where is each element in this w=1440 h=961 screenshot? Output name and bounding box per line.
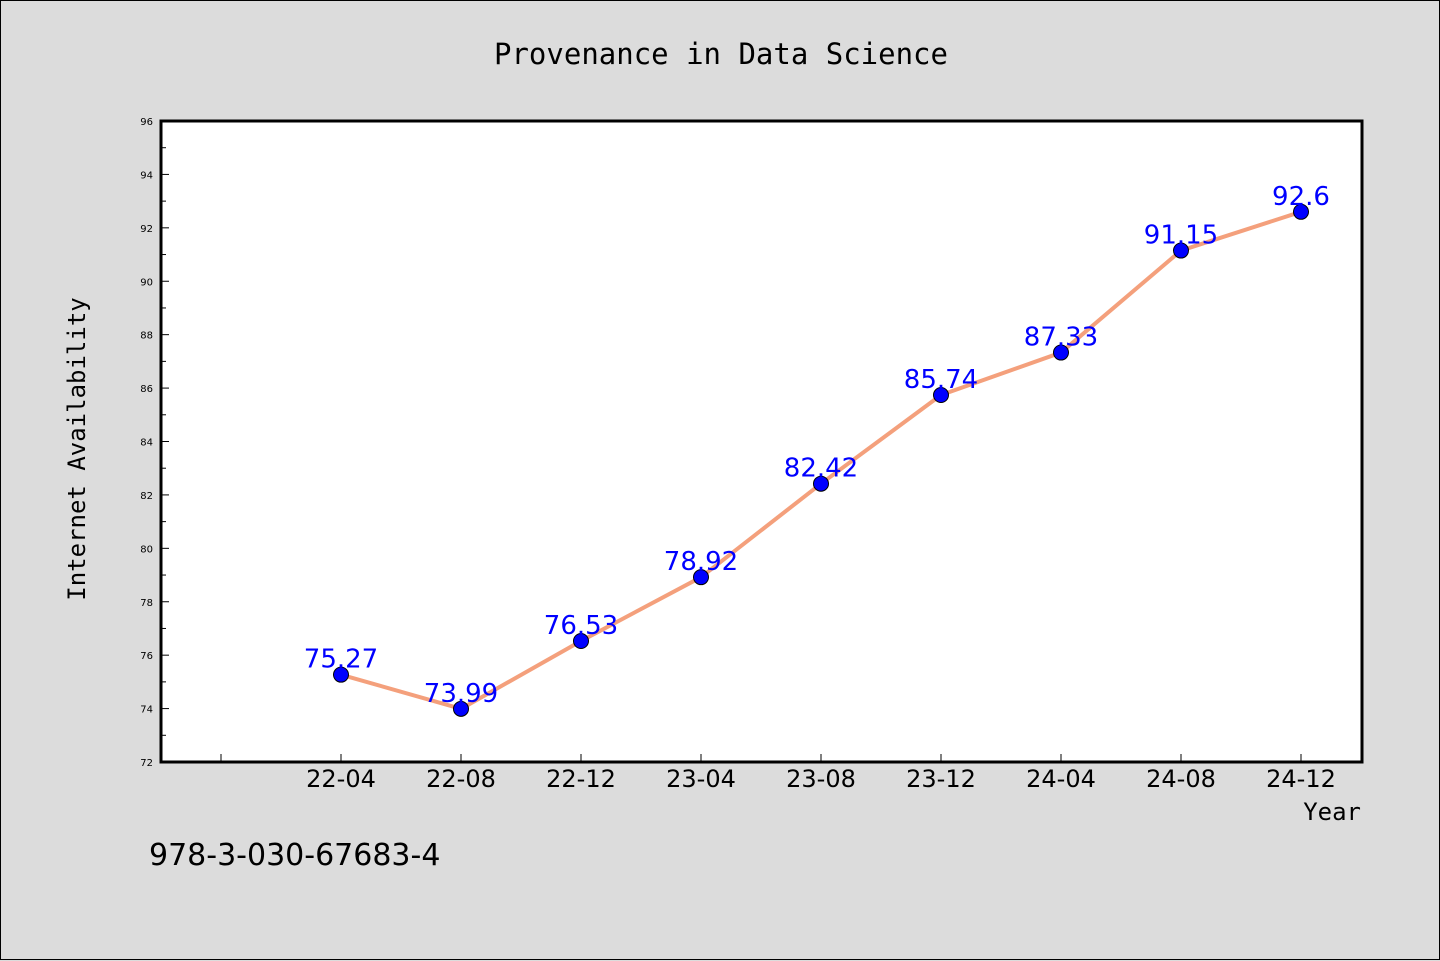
x-tick-label: 24-08 (1146, 765, 1216, 793)
x-tick-label: 23-04 (666, 765, 736, 793)
y-tick-label: 78 (140, 598, 153, 609)
y-tick-label: 90 (140, 277, 153, 288)
x-tick-label: 24-04 (1026, 765, 1096, 793)
y-tick-label: 84 (140, 438, 153, 449)
x-tick-label: 24-12 (1266, 765, 1336, 793)
isbn-footnote: 978-3-030-67683-4 (149, 838, 440, 873)
data-label: 91.15 (1144, 221, 1218, 251)
x-axis-label: Year (1303, 798, 1361, 826)
data-label: 82.42 (784, 454, 858, 484)
data-point (813, 475, 829, 492)
y-tick-label: 96 (140, 117, 153, 128)
data-point (933, 387, 949, 404)
x-tick-label: 22-04 (306, 765, 376, 793)
series-layer: 75.27 73.99 76.53 78.92 82.42 85.74 87.33 91.15… (304, 182, 1330, 717)
y-axis: 72 74 76 78 80 82 84 86 88 90 92 94 96 (140, 117, 169, 769)
x-tick-label: 22-08 (426, 765, 496, 793)
data-label: 92.6 (1272, 182, 1330, 212)
data-point (1053, 344, 1069, 361)
data-point (573, 633, 589, 650)
y-tick-label: 92 (140, 224, 153, 235)
data-label: 76.53 (544, 611, 618, 641)
x-tick-label: 22-12 (546, 765, 616, 793)
y-tick-label: 80 (140, 544, 153, 555)
data-label: 87.33 (1024, 323, 1098, 353)
plot-area (159, 119, 1364, 764)
data-label: 75.27 (304, 645, 378, 675)
y-tick-label: 74 (140, 705, 153, 716)
chart-title: Provenance in Data Science (494, 37, 948, 71)
data-label: 85.74 (904, 365, 978, 395)
y-axis-label: Internet Availability (63, 297, 91, 600)
x-axis: 22-04 22-08 22-12 23-04 23-08 23-12 24-04 24-08… (220, 754, 1336, 793)
y-tick-label: 86 (140, 384, 153, 395)
y-tick-label: 72 (140, 758, 153, 769)
data-point (1293, 203, 1309, 220)
y-tick-label: 76 (140, 651, 153, 662)
y-tick-label: 82 (140, 491, 153, 502)
y-tick-label: 94 (140, 170, 153, 181)
y-tick-label: 88 (140, 331, 153, 342)
data-label: 73.99 (424, 679, 498, 709)
data-point (693, 569, 709, 586)
data-point (453, 700, 469, 717)
data-point (1173, 242, 1189, 259)
data-point (333, 666, 349, 683)
data-label: 78.92 (664, 547, 738, 577)
x-tick-label: 23-12 (906, 765, 976, 793)
x-tick-label: 23-08 (786, 765, 856, 793)
